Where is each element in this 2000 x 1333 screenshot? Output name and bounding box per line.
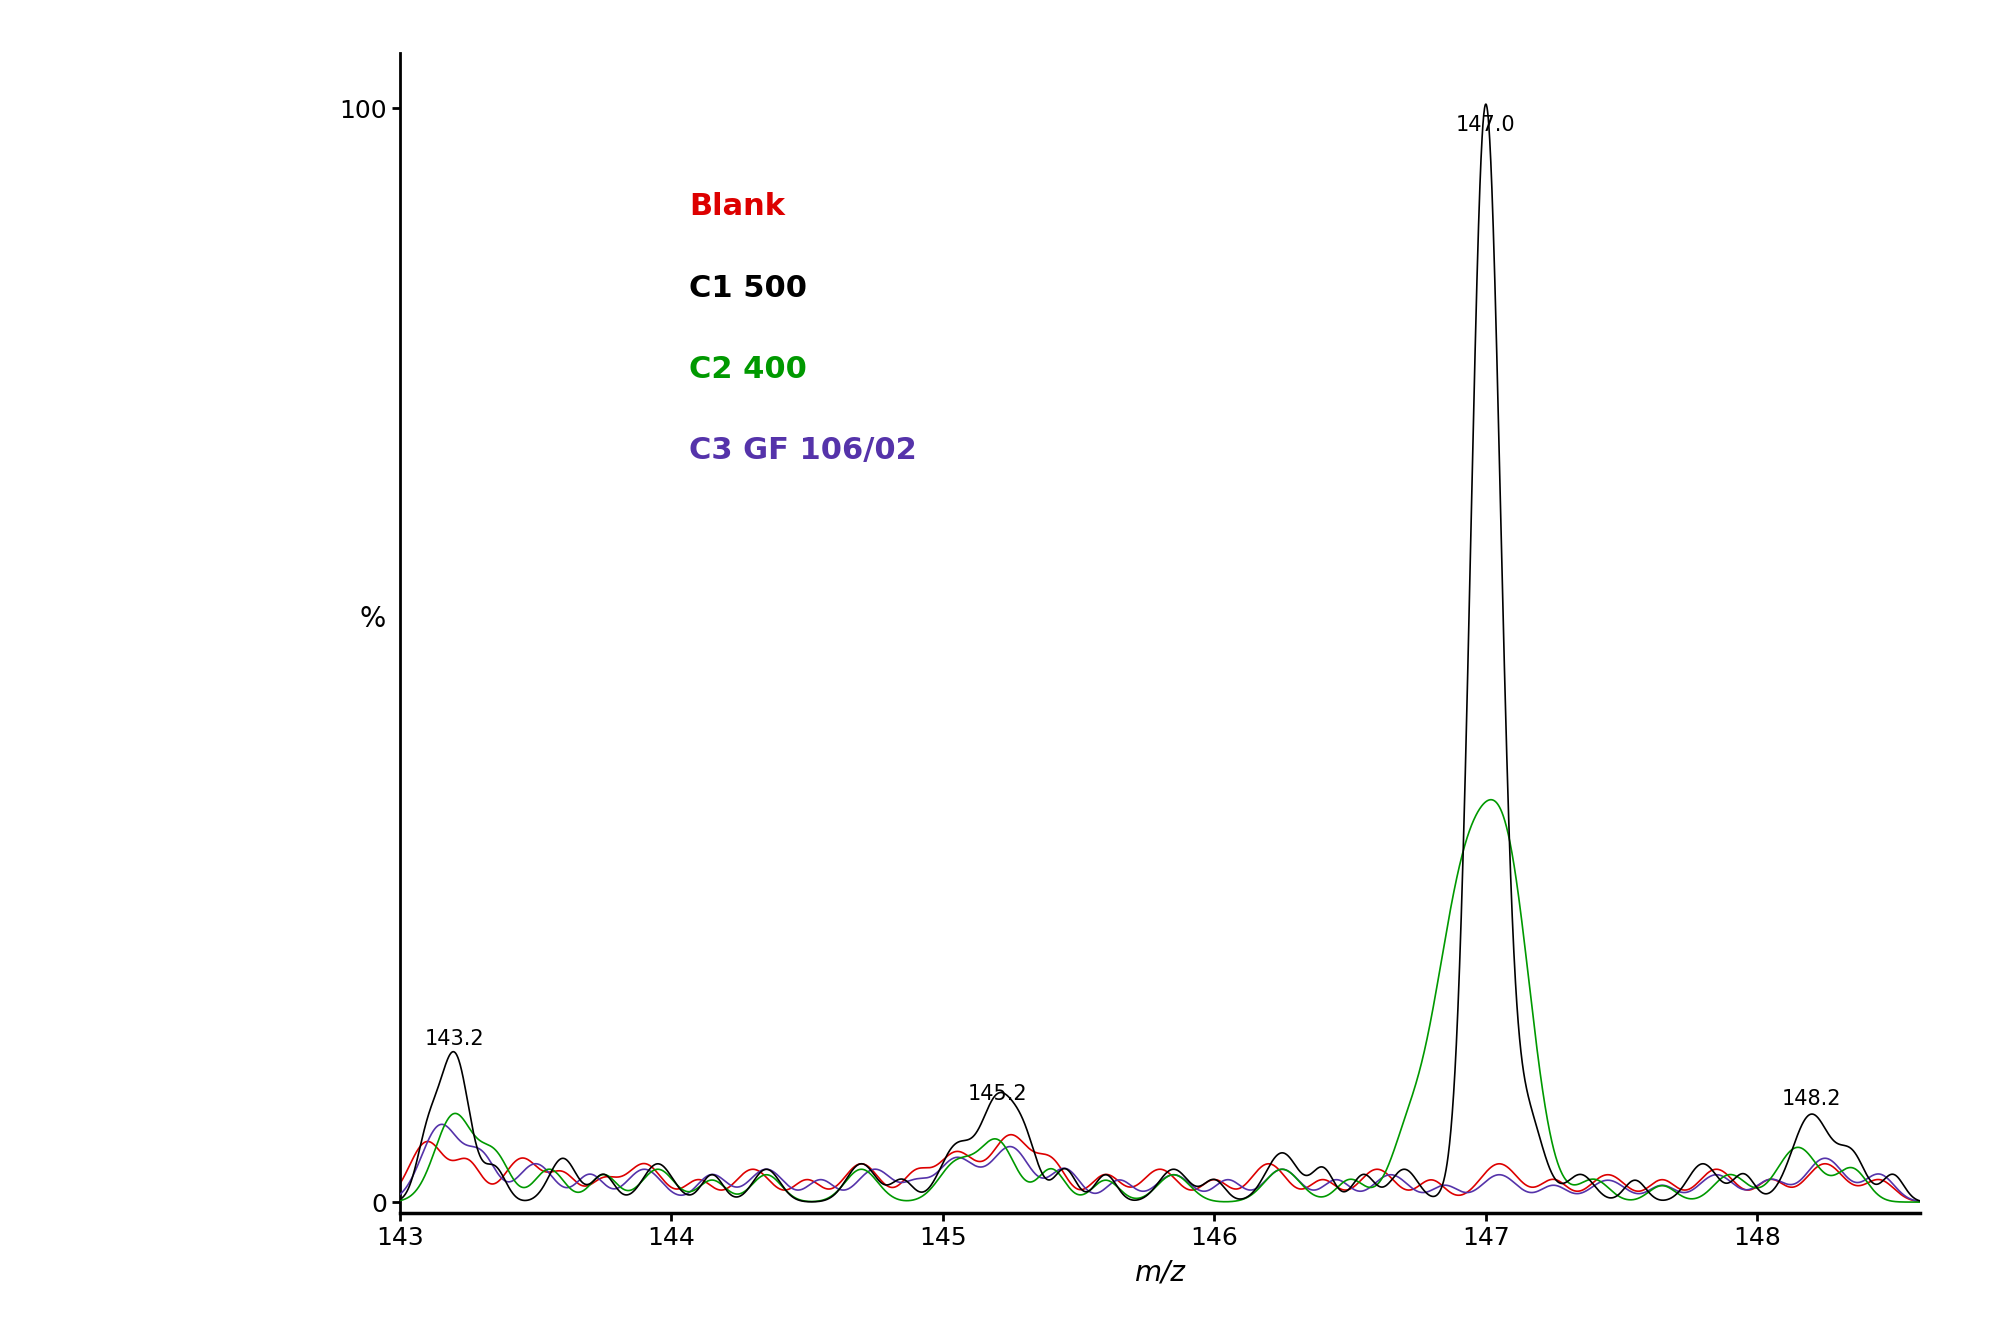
Text: C2 400: C2 400: [688, 355, 806, 384]
Text: 148.2: 148.2: [1782, 1089, 1842, 1109]
Text: C3 GF 106/02: C3 GF 106/02: [688, 436, 916, 465]
Y-axis label: %: %: [360, 605, 386, 633]
Text: C1 500: C1 500: [688, 273, 806, 303]
X-axis label: m/z: m/z: [1134, 1258, 1186, 1286]
Text: 147.0: 147.0: [1456, 115, 1516, 135]
Text: 143.2: 143.2: [424, 1029, 484, 1049]
Text: 145.2: 145.2: [968, 1084, 1026, 1104]
Text: Blank: Blank: [688, 192, 784, 221]
